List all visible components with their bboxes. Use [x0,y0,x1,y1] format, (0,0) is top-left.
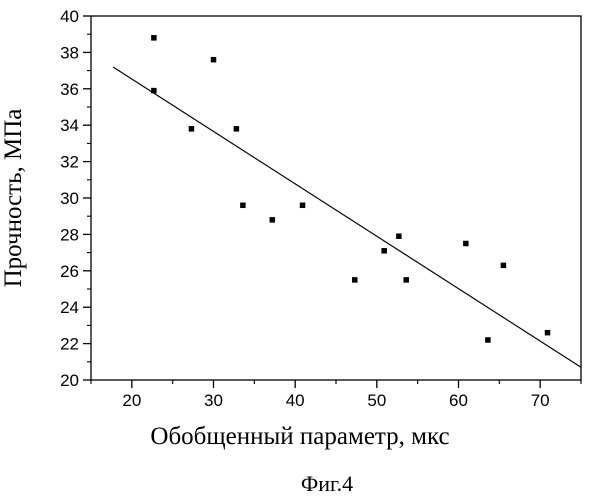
data-point-9 [352,277,358,283]
data-point-14 [485,337,491,343]
data-points [151,35,550,343]
y-tick-label-36: 36 [60,80,79,99]
x-tick-label-60: 60 [449,391,468,410]
data-point-15 [501,263,507,269]
data-point-4 [211,57,217,63]
y-tick-label-32: 32 [60,153,79,172]
x-tick-label-50: 50 [367,391,386,410]
data-point-5 [234,126,240,132]
x-tick-label-30: 30 [204,391,223,410]
data-point-12 [403,277,409,283]
data-point-2 [151,88,157,94]
y-tick-label-26: 26 [60,262,79,281]
x-tick-label-20: 20 [122,391,141,410]
y-tick-label-20: 20 [60,371,79,390]
x-axis-title: Обобщенный параметр, мкс [150,423,449,450]
data-point-6 [240,203,246,209]
data-point-16 [545,330,551,336]
trendline-layer [113,67,581,367]
x-axis: 20 30 40 50 60 70 [91,380,581,410]
plot-frame [91,16,581,380]
y-tick-label-40: 40 [60,7,79,26]
y-axis: 20 22 24 26 28 30 32 34 36 38 40 [60,7,91,390]
figure-caption: Фиг.4 [301,471,353,496]
x-tick-label-40: 40 [286,391,305,410]
x-tick-label-70: 70 [531,391,550,410]
data-point-3 [189,126,195,132]
data-point-10 [381,248,387,254]
data-point-7 [270,217,276,223]
y-tick-label-22: 22 [60,335,79,354]
y-tick-label-30: 30 [60,189,79,208]
plot-area: 20 30 40 50 60 70 20 22 24 26 28 30 32 34 36 38 40 [60,7,581,410]
y-axis-title: Прочность, МПа [0,109,27,288]
data-point-8 [300,203,306,209]
trend-line [113,67,581,367]
y-tick-label-38: 38 [60,43,79,62]
y-tick-label-24: 24 [60,298,79,317]
data-point-1 [151,35,157,41]
y-tick-label-34: 34 [60,116,79,135]
y-tick-label-28: 28 [60,225,79,244]
data-point-13 [463,241,469,247]
data-point-11 [396,233,402,239]
